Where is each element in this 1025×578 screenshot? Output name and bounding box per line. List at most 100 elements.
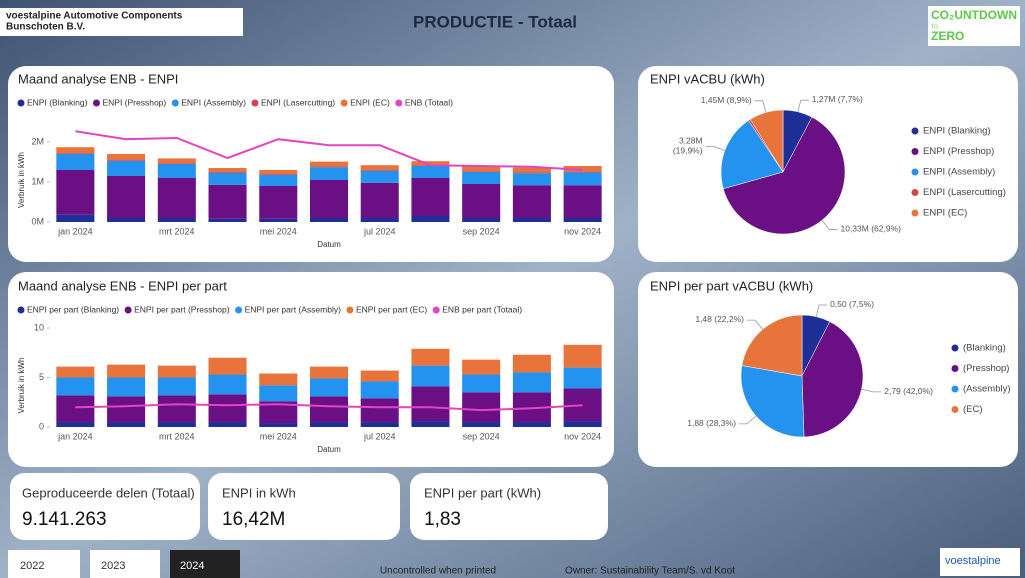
y-tick-label: 1M — [31, 176, 44, 186]
bar-segment — [309, 161, 349, 167]
bar-segment — [360, 422, 399, 427]
year-button[interactable] — [90, 550, 160, 578]
x-tick-label: mei 2024 — [260, 226, 297, 236]
bar-segment — [360, 398, 399, 423]
bar-segment — [208, 172, 247, 173]
logo-box — [928, 6, 1020, 46]
chart-title: ENPI vACBU (kWh) — [650, 71, 765, 86]
bar-segment — [56, 153, 95, 154]
bar-segment — [208, 218, 247, 222]
legend-label: (Assembly) — [963, 384, 1011, 395]
kpi-value: 9.141.263 — [22, 509, 107, 530]
x-tick-label: nov 2024 — [564, 226, 601, 236]
legend-marker — [395, 99, 403, 107]
year-label[interactable]: 2024 — [180, 560, 204, 572]
bar-segment — [259, 186, 298, 219]
bar-segment — [157, 178, 196, 218]
legend-marker — [951, 406, 959, 413]
legend-marker — [251, 99, 259, 107]
bar-segment — [563, 218, 602, 222]
legend-marker — [17, 306, 25, 314]
bar-segment — [512, 422, 551, 427]
bar-segment — [360, 165, 399, 170]
bar-segment — [259, 385, 298, 402]
legend-label: (Presshop) — [963, 363, 1009, 374]
legend-label: ENPI (Blanking) — [27, 97, 88, 107]
bar-segment — [411, 421, 450, 427]
leader-line — [705, 145, 725, 151]
legend-label: ENPI (EC) — [350, 97, 390, 107]
pie-slice — [801, 321, 864, 438]
data-label: 1,88 (28,3%) — [687, 418, 736, 428]
bar-segment — [107, 176, 146, 218]
year-label[interactable]: 2023 — [101, 560, 125, 572]
bar-segment — [563, 367, 602, 389]
legend-label: ENPI (Blanking) — [923, 126, 991, 137]
line — [75, 130, 583, 171]
bar-segment — [157, 395, 196, 423]
bar-segment — [208, 394, 247, 423]
bar-segment — [107, 396, 146, 423]
leader-line — [815, 304, 828, 317]
bar-segment — [360, 182, 399, 218]
chart-title: Maand analyse ENB - ENPI — [18, 71, 178, 86]
bar-segment — [462, 184, 501, 218]
pie-slice — [740, 365, 805, 438]
year-label[interactable]: 2022 — [20, 560, 44, 572]
bar-segment — [56, 214, 95, 222]
legend-label: ENPI (Presshop) — [923, 146, 994, 157]
bar-segment — [107, 218, 146, 222]
bar-segment — [259, 218, 298, 222]
bar-segment — [411, 166, 450, 178]
company: Bunschoten B.V. — [6, 22, 85, 33]
legend-marker — [911, 148, 919, 155]
bar-segment — [56, 395, 95, 423]
bar-segment — [259, 170, 298, 174]
year-button[interactable] — [8, 550, 80, 578]
bar-segment — [309, 378, 349, 397]
leader-line — [797, 99, 809, 112]
bar-segment — [563, 171, 602, 173]
legend-marker — [92, 99, 100, 107]
bar-segment — [512, 173, 551, 186]
logo: ZERO — [931, 29, 964, 43]
bar-segment — [107, 422, 146, 427]
legend-label: (EC) — [963, 404, 983, 415]
kpi-card — [10, 473, 200, 540]
year-button[interactable] — [170, 550, 240, 578]
bar-segment — [411, 365, 450, 387]
bar-segment — [360, 381, 399, 399]
bar-segment — [411, 216, 450, 222]
bar-segment — [107, 160, 146, 161]
bar-segment — [259, 401, 298, 424]
leader-line — [861, 388, 882, 393]
legend-label: ENPI per part (Assembly) — [245, 304, 342, 314]
bar-segment — [512, 167, 551, 173]
bar-segment — [309, 422, 349, 427]
kpi-value: 16,42M — [222, 509, 285, 530]
bar-segment — [157, 163, 196, 164]
y-axis-label: Verbruik in kWh — [17, 152, 26, 208]
bar-segment — [107, 377, 146, 397]
x-tick-label: jan 2024 — [57, 431, 93, 441]
bar-segment — [309, 166, 349, 168]
kpi-value: 1,83 — [424, 509, 461, 530]
bar-segment — [208, 374, 247, 395]
x-tick-label: jul 2024 — [363, 226, 396, 236]
legend-marker — [235, 306, 243, 314]
data-label: 3,28M (19,9%) — [673, 136, 703, 156]
legend-marker — [951, 365, 959, 372]
x-axis-label: Datum — [317, 240, 341, 249]
x-axis-label: Datum — [317, 445, 341, 454]
bar-segment — [462, 374, 501, 393]
kpi-label: Geproduceerde delen (Totaal) — [22, 485, 195, 500]
y-tick-label: 10 — [34, 322, 44, 332]
y-tick-label: 0 — [39, 421, 44, 431]
data-label: 1,27M (7,7%) — [812, 94, 863, 104]
logo: voestalpine — [945, 555, 1001, 567]
bar-segment — [309, 180, 349, 218]
bar-segment — [563, 166, 602, 172]
bar-segment — [462, 422, 501, 427]
